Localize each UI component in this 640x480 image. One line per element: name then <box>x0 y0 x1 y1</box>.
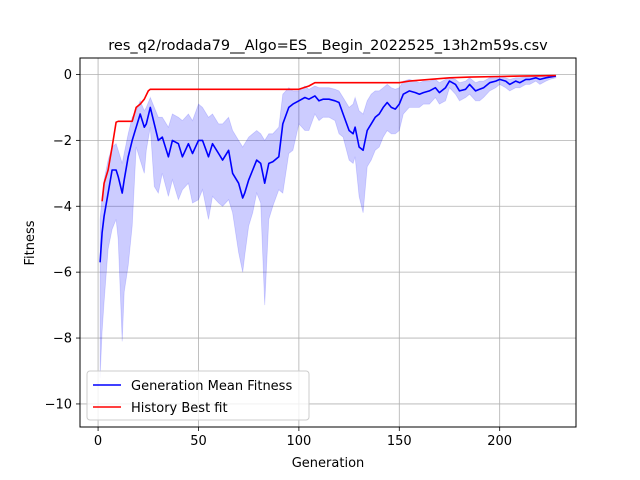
y-tick-label: −6 <box>53 266 72 281</box>
series-lines <box>99 74 557 263</box>
x-axis-ticks: 0 50 100 150 200 <box>94 427 512 449</box>
std-band <box>99 75 557 378</box>
y-tick-label: −4 <box>53 200 72 215</box>
chart-title: res_q2/rodada79__Algo=ES__Begin_2022525_… <box>108 38 548 54</box>
legend-box <box>86 370 310 421</box>
y-tick-label: 0 <box>64 68 72 83</box>
legend: Generation Mean Fitness History Best fit <box>86 370 310 421</box>
mean-fitness-band <box>99 75 557 378</box>
legend-best-label: History Best fit <box>131 401 228 416</box>
legend-mean-label: Generation Mean Fitness <box>131 379 292 394</box>
grid <box>80 58 576 427</box>
y-axis-label: Fitness <box>23 220 38 265</box>
plot-frame <box>79 57 577 428</box>
y-axis-ticks: 0 −2 −4 −6 −8 −10 <box>45 68 80 412</box>
x-tick-label: 200 <box>487 434 512 449</box>
y-tick-label: −10 <box>45 397 72 412</box>
x-tick-label: 0 <box>94 434 102 449</box>
x-tick-label: 150 <box>387 434 412 449</box>
mean-fitness-line <box>99 75 557 263</box>
x-tick-label: 100 <box>286 434 311 449</box>
y-tick-label: −2 <box>53 134 72 149</box>
x-tick-label: 50 <box>190 434 207 449</box>
y-tick-label: −8 <box>53 332 72 347</box>
best-fit-line <box>101 74 556 202</box>
x-axis-label: Generation <box>292 456 365 471</box>
